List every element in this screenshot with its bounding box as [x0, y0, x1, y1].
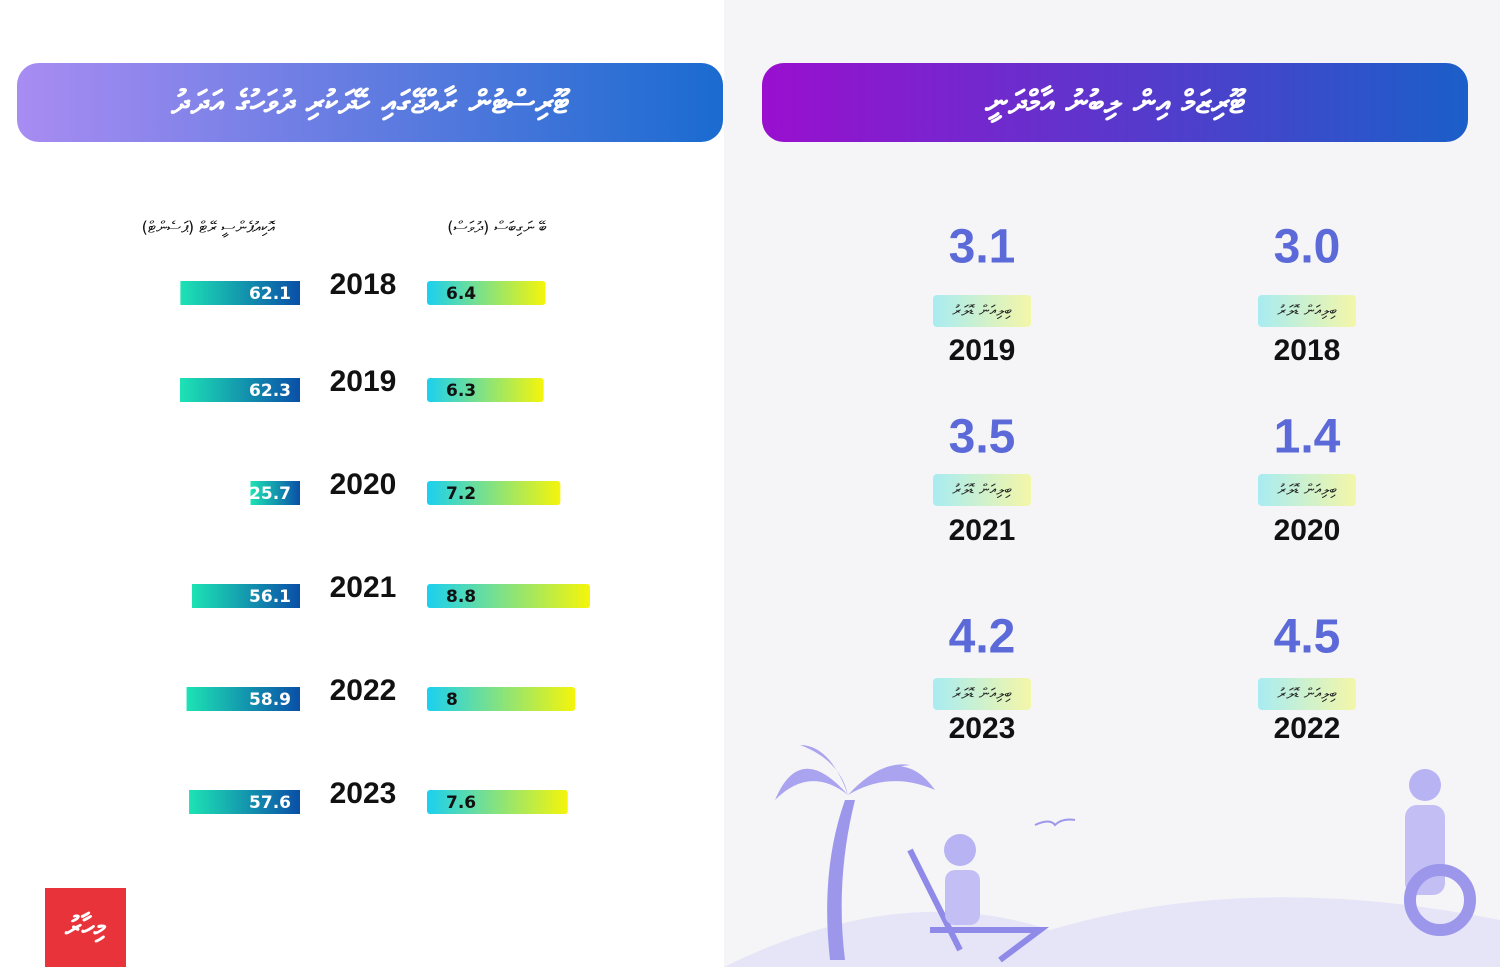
year-label: 2018	[1274, 334, 1341, 367]
unit-label: ބިލިއަން ޑޮލަރު	[952, 685, 1012, 703]
occupancy-label: 58.9	[249, 690, 291, 710]
year-label: 2019	[330, 365, 397, 398]
year-label: 2021	[330, 571, 397, 604]
stay-label: 6.4	[446, 284, 476, 304]
year-label: 2023	[330, 777, 397, 810]
stay-label: 7.2	[446, 484, 476, 504]
stay-bar	[427, 378, 544, 402]
legend-stay: ބޭ ނަގިބަސް (ދުވަސް)	[447, 218, 547, 237]
stay-label: 7.6	[446, 793, 476, 813]
occupancy-label: 57.6	[249, 793, 291, 813]
unit-pill	[933, 474, 1031, 506]
unit-pill	[933, 295, 1031, 327]
revenue-value: 3.0	[1274, 221, 1341, 274]
occupancy-bar	[180, 281, 300, 305]
year-label: 2020	[1274, 514, 1341, 547]
revenue-value: 4.5	[1274, 611, 1341, 664]
revenue-value: 3.5	[949, 411, 1016, 464]
unit-pill	[933, 678, 1031, 710]
unit-label: ބިލިއަން ޑޮލަރު	[1277, 685, 1337, 703]
right-header	[762, 63, 1468, 142]
occupancy-bar	[189, 790, 300, 814]
beach-illustration	[724, 745, 1500, 967]
revenue-value: 1.4	[1274, 411, 1341, 464]
stay-bar	[427, 790, 568, 814]
stay-bar	[427, 481, 561, 505]
stay-label: 8	[446, 690, 458, 710]
stay-bar	[427, 584, 590, 608]
unit-label: ބިލިއަން ޑޮލަރު	[952, 481, 1012, 499]
stay-label: 8.8	[446, 587, 476, 607]
unit-label: ބިލިއަން ޑޮލަރު	[952, 302, 1012, 320]
left-header	[17, 63, 723, 142]
unit-pill	[1258, 474, 1356, 506]
unit-label: ބިލިއަން ޑޮލަރު	[1277, 302, 1337, 320]
year-label: 2018	[330, 268, 397, 301]
left-title: ޓޫރިސްޓުން ރާއްޖޭގައި ހޭދަކުރި ދުވަހުގެ …	[170, 83, 571, 121]
right-title: ޓޫރިޒަމް އިން ލިބުނު އާމްދަނީ	[984, 83, 1247, 124]
stay-bar	[427, 281, 546, 305]
revenue-value: 4.2	[949, 611, 1016, 664]
occupancy-bar	[250, 481, 300, 505]
occupancy-label: 62.1	[249, 284, 291, 304]
legend-occupancy: އޮކިއުޕެންސީ ރޭޓް (ޕަސެންޓް)	[142, 218, 277, 238]
year-label: 2021	[949, 514, 1016, 547]
occupancy-bar	[191, 584, 300, 608]
logo: މިހާރު	[64, 910, 107, 943]
revenue-value: 3.1	[949, 221, 1016, 274]
year-label: 2020	[330, 468, 397, 501]
occupancy-label: 62.3	[249, 381, 291, 401]
stay-bar	[427, 687, 576, 711]
occupancy-bar	[180, 378, 300, 402]
year-label: 2022	[1274, 712, 1341, 745]
occupancy-bar	[186, 687, 300, 711]
logo-box	[45, 888, 126, 967]
unit-label: ބިލިއަން ޑޮލަރު	[1277, 481, 1337, 499]
occupancy-label: 56.1	[249, 587, 291, 607]
unit-pill	[1258, 678, 1356, 710]
unit-pill	[1258, 295, 1356, 327]
year-label: 2023	[949, 712, 1016, 745]
year-label: 2022	[330, 674, 397, 707]
occupancy-label: 25.7	[249, 484, 291, 504]
stay-label: 6.3	[446, 381, 476, 401]
left-panel	[0, 0, 724, 967]
year-label: 2019	[949, 334, 1016, 367]
